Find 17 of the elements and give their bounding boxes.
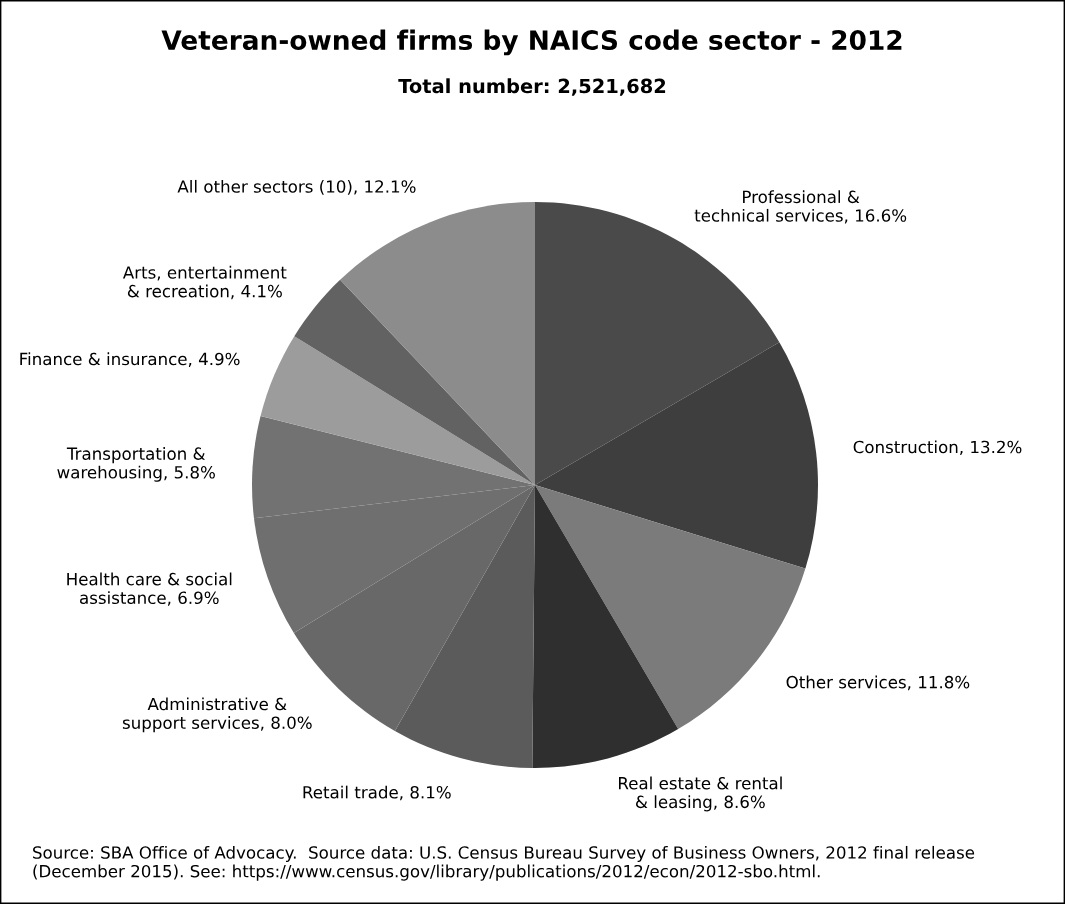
slice-label: Construction, 13.2% [853, 440, 1022, 455]
slice-label: Administrative & support services, 8.0% [122, 697, 312, 733]
chart-title: Veteran-owned firms by NAICS code sector - 2012 [161, 29, 902, 56]
slice-label: Retail trade, 8.1% [303, 785, 451, 801]
slice-label: Professional & technical services, 16.6% [694, 190, 907, 224]
slice-label: Finance & insurance, 4.9% [20, 352, 240, 367]
chart-subtitle: Total number: 2,521,682 [398, 78, 666, 96]
slice-label: Other services, 11.8% [786, 675, 970, 691]
slice-label: Arts, entertainment & recreation, 4.1% [122, 265, 287, 300]
slice-label: Real estate & rental & leasing, 8.6% [619, 776, 782, 812]
pie-slice [532, 485, 679, 768]
pie-slice [260, 336, 535, 485]
source-note: Source: SBA Office of Advocacy. Source data: U.S. Census Bureau Survey of Business Owners, 2012 final release (December 2015). See: https://www.census.gov/library/publications/2012/econ/2012-sbo.html. [33, 845, 975, 881]
slice-label: Transportation & warehousing, 5.8% [57, 447, 215, 482]
pie-slice [340, 202, 535, 485]
slice-label: Health care & social assistance, 6.9% [67, 572, 232, 606]
slice-label: All other sectors (10), 12.1% [177, 179, 416, 195]
